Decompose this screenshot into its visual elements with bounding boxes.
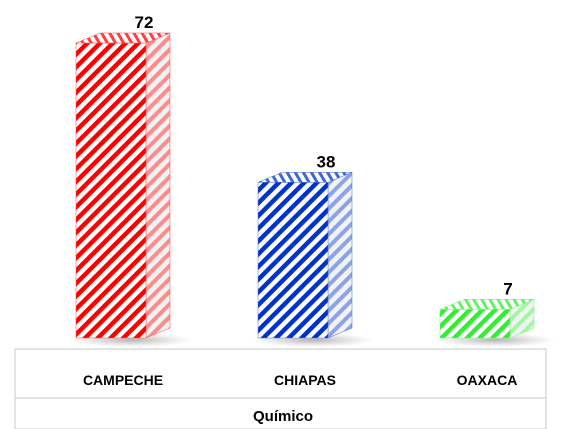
category-label-oaxaca: OAXACA <box>457 372 518 388</box>
category-table-frame <box>14 348 547 429</box>
value-label-oaxaca: 7 <box>503 279 512 298</box>
value-label-chiapas: 38 <box>317 152 336 171</box>
bar-top-face <box>439 299 535 310</box>
bar-side-face <box>145 32 171 339</box>
bar-campeche <box>75 32 171 339</box>
category-label-campeche: CAMPECHE <box>83 372 163 388</box>
bar-oaxaca <box>439 298 535 339</box>
bar-front-face <box>439 309 511 339</box>
value-label-campeche: 72 <box>135 13 154 32</box>
x-axis-title: Químico <box>253 408 313 425</box>
bar-top-face <box>257 172 353 183</box>
category-label-chiapas: CHIAPAS <box>274 372 336 388</box>
bar-side-face <box>327 171 353 339</box>
bar-front-face <box>257 182 329 339</box>
value-labels: 72 38 7 <box>135 13 513 298</box>
bar-chiapas <box>257 171 353 339</box>
category-labels: CAMPECHE CHIAPAS OAXACA <box>83 372 517 388</box>
bars <box>75 32 535 339</box>
category-table <box>14 348 547 429</box>
bar-front-face <box>75 42 147 339</box>
bar-top-face <box>75 32 171 44</box>
